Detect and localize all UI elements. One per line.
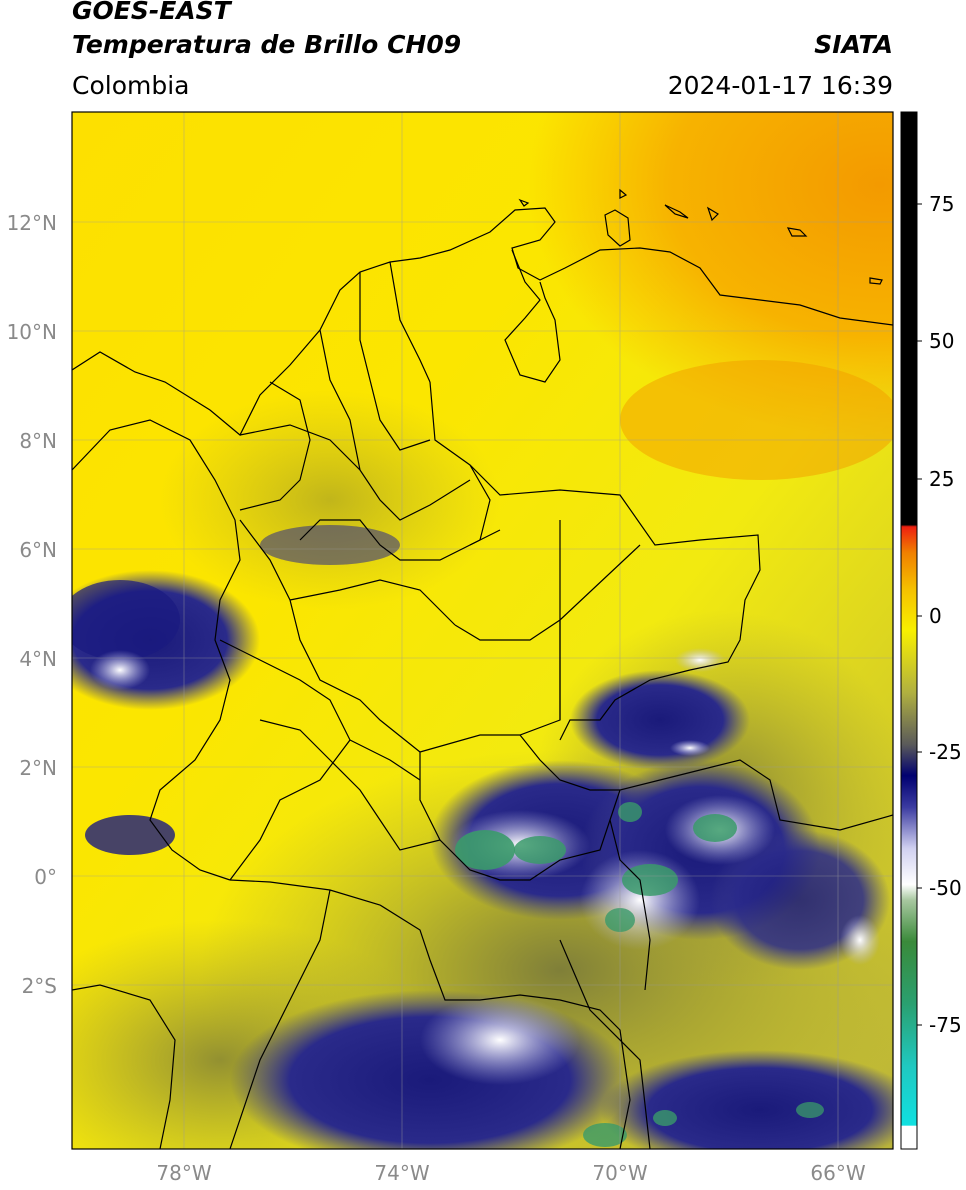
colorbar-tick-label: 75 xyxy=(929,192,954,216)
latitude-axis: 12°N 10°N 8°N 6°N 4°N 2°N 0° 2°S xyxy=(7,211,57,998)
colorbar: 75 50 25 0 -25 -50 -75 xyxy=(900,111,962,1150)
colorbar-tick-label: 50 xyxy=(929,329,954,353)
product-title: Temperatura de Brillo CH09 xyxy=(72,30,462,59)
colorbar-tick-label: -50 xyxy=(929,876,962,900)
colorbar-gradient xyxy=(900,111,918,1150)
lat-tick-label: 4°N xyxy=(19,647,57,671)
graticule xyxy=(72,112,893,1149)
lon-tick-label: 70°W xyxy=(592,1161,647,1185)
brightness-temperature-field xyxy=(72,112,893,1149)
lat-tick-label: 2°N xyxy=(19,756,57,780)
lat-tick-label: 8°N xyxy=(19,429,57,453)
colorbar-tick-label: -25 xyxy=(929,740,962,764)
satellite-title: GOES-EAST xyxy=(72,0,231,25)
map-frame xyxy=(71,111,894,1150)
lat-tick-label: 6°N xyxy=(19,538,57,562)
country-boundaries xyxy=(72,188,893,1149)
lat-tick-label: 12°N xyxy=(7,211,57,235)
datetime-label: 2024-01-17 16:39 xyxy=(667,71,893,100)
lon-tick-label: 66°W xyxy=(810,1161,865,1185)
colorbar-tick-label: 0 xyxy=(929,604,942,628)
colorbar-tick-label: 25 xyxy=(929,467,954,491)
lat-tick-label: 0° xyxy=(34,865,57,889)
lat-tick-label: 2°S xyxy=(22,974,57,998)
longitude-axis: 78°W 74°W 70°W 66°W xyxy=(156,1161,865,1185)
colorbar-tick-label: -75 xyxy=(929,1013,962,1037)
agency-label: SIATA xyxy=(814,30,893,59)
lon-tick-label: 74°W xyxy=(374,1161,429,1185)
region-label: Colombia xyxy=(72,71,190,100)
lon-tick-label: 78°W xyxy=(156,1161,211,1185)
lat-tick-label: 10°N xyxy=(7,320,57,344)
